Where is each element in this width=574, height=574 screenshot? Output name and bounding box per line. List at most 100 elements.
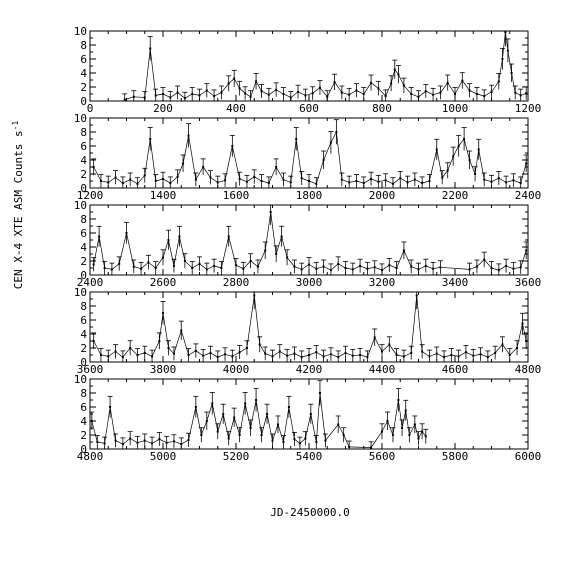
point-marker (435, 148, 438, 151)
point-marker (337, 356, 340, 359)
data-point (165, 340, 171, 356)
point-marker (114, 350, 117, 353)
y-tick-label: 10 (74, 25, 87, 38)
point-marker (505, 181, 508, 184)
data-point (94, 435, 100, 449)
point-marker (187, 354, 190, 356)
point-marker (472, 354, 475, 357)
data-point (383, 173, 389, 187)
point-marker (393, 68, 396, 71)
point-marker (227, 437, 230, 440)
data-point (405, 175, 411, 188)
data-point (313, 261, 319, 275)
data-point (142, 91, 148, 101)
x-tick-label: 3800 (150, 363, 177, 376)
point-marker (244, 92, 247, 95)
point-marker (519, 182, 522, 185)
point-marker (450, 354, 453, 356)
point-marker (293, 438, 296, 441)
data-point (105, 349, 111, 362)
data-point (310, 86, 316, 100)
data-point (113, 433, 119, 448)
data-point (231, 69, 237, 87)
data-point (122, 93, 128, 101)
point-marker (417, 437, 420, 440)
point-marker (249, 95, 252, 98)
data-point (510, 173, 516, 187)
data-point (313, 435, 319, 449)
point-marker (249, 427, 252, 429)
point-marker (501, 58, 504, 60)
point-marker (446, 81, 449, 84)
point-marker (205, 89, 208, 92)
data-point (350, 348, 356, 362)
point-marker (256, 265, 259, 268)
data-point (279, 225, 285, 247)
point-marker (322, 355, 325, 358)
point-marker (404, 409, 407, 412)
data-point (262, 241, 268, 260)
data-point (91, 158, 97, 176)
data-point (510, 261, 516, 275)
point-marker (149, 138, 152, 140)
point-marker (224, 179, 227, 182)
point-marker (388, 343, 391, 346)
x-tick-label: 3400 (442, 276, 469, 289)
point-marker (318, 392, 321, 394)
data-point (131, 259, 137, 274)
data-point (262, 346, 268, 361)
point-marker (359, 264, 362, 267)
point-marker (167, 239, 170, 241)
data-point (408, 345, 414, 360)
point-marker (194, 178, 197, 181)
point-marker (337, 423, 340, 426)
data-point (426, 174, 432, 188)
point-marker (373, 336, 376, 339)
data-point (124, 221, 129, 244)
point-marker (260, 90, 263, 93)
point-marker (143, 351, 146, 354)
data-point (280, 87, 286, 101)
point-marker (255, 399, 258, 401)
point-marker (300, 268, 303, 271)
point-marker (282, 441, 285, 443)
point-marker (136, 354, 139, 356)
point-marker (271, 439, 274, 442)
data-point (306, 174, 312, 188)
data-point (416, 431, 421, 446)
data-point (317, 380, 323, 406)
data-point (244, 340, 250, 356)
data-point (437, 260, 443, 274)
point-marker (355, 180, 358, 182)
point-marker (178, 235, 181, 238)
data-point (395, 388, 401, 412)
data-point (218, 261, 224, 275)
point-marker (238, 351, 241, 354)
point-marker (309, 413, 312, 415)
data-point (430, 87, 436, 101)
data-point (328, 131, 334, 154)
x-axis-label: JD-2450000.0 (270, 506, 349, 519)
point-marker (198, 262, 201, 265)
y-tick-label: 8 (80, 39, 87, 52)
point-marker (486, 356, 489, 359)
data-point (332, 73, 338, 90)
point-marker (322, 265, 325, 268)
point-marker (525, 249, 528, 252)
point-marker (402, 249, 405, 252)
point-marker (384, 95, 387, 98)
point-marker (103, 267, 106, 269)
data-point (448, 348, 454, 362)
data-point (423, 428, 429, 444)
data-point (401, 241, 407, 260)
y-tick-label: 6 (80, 401, 87, 414)
point-marker (187, 134, 190, 137)
data-point (91, 332, 97, 350)
data-point (286, 395, 292, 418)
data-point (523, 86, 529, 100)
point-marker (96, 441, 99, 443)
point-marker (417, 268, 420, 271)
data-point (441, 350, 447, 362)
data-point (145, 254, 151, 270)
